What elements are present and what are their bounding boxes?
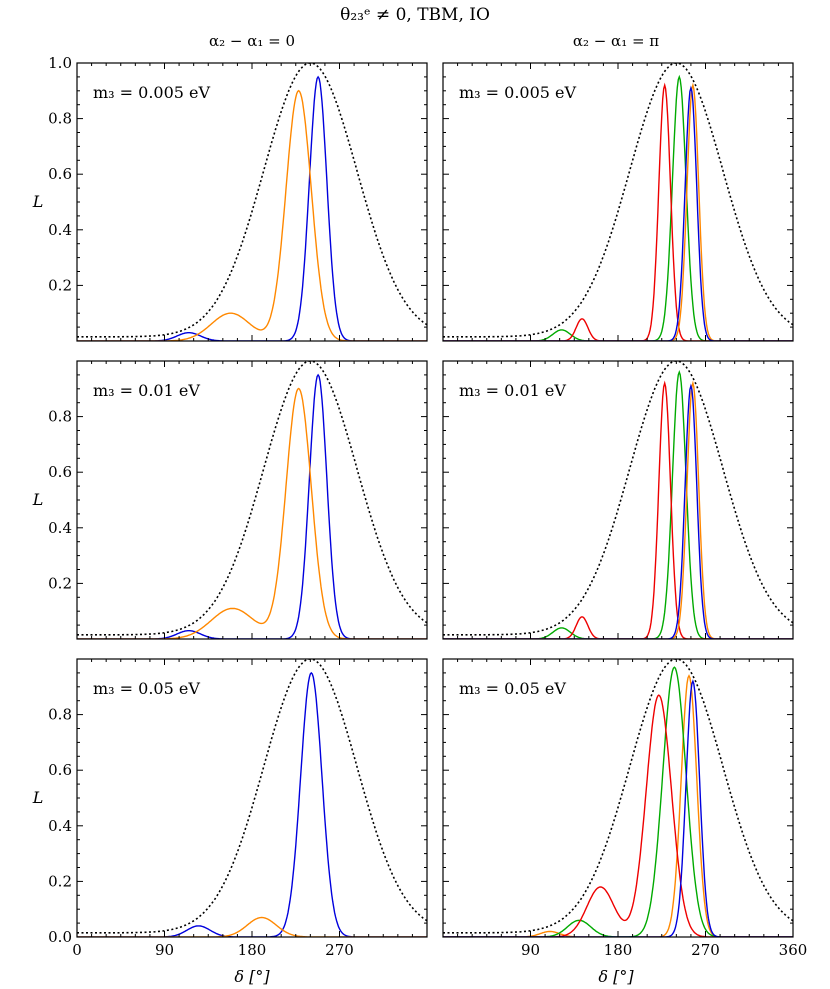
x-tick-label: 270 <box>325 941 354 959</box>
plot-frame <box>442 62 794 342</box>
y-tick-label: 0.6 <box>48 761 72 779</box>
col-title-right: α₂ − α₁ = π <box>573 32 659 50</box>
x-tick-label: 270 <box>691 941 720 959</box>
y-axis-label: L <box>32 192 44 211</box>
y-tick-label: 0.0 <box>48 928 72 946</box>
y-axis-label: L <box>32 788 44 807</box>
y-tick-label: 0.6 <box>48 165 72 183</box>
series-line-blue <box>443 85 793 341</box>
x-tick-label: 360 <box>779 941 808 959</box>
series-line-orange <box>443 380 793 639</box>
y-tick-label: 0.8 <box>48 110 72 128</box>
envelope-line <box>443 361 793 636</box>
x-tick-label: 180 <box>238 941 267 959</box>
mass-annotation: m₃ = 0.05 eV <box>93 679 200 698</box>
y-tick-label: 0.4 <box>48 519 72 537</box>
y-tick-label: 0.6 <box>48 463 72 481</box>
x-axis-label-right: δ [°] <box>598 967 634 986</box>
panels: 0.2 0.4 0.6 0.8 1.0 Lm₃ = 0.005 eV m₃ = 0.005 … <box>32 54 808 959</box>
envelope-line <box>443 659 793 934</box>
mass-annotation: m₃ = 0.05 eV <box>459 679 566 698</box>
col-title-left: α₂ − α₁ = 0 <box>209 32 295 50</box>
plot-frame <box>76 360 428 640</box>
plot-frame <box>76 658 428 938</box>
series-line-red <box>443 82 793 341</box>
mass-annotation: m₃ = 0.005 eV <box>459 83 577 102</box>
series-line-blue <box>77 373 427 639</box>
x-axis-label-left: δ [°] <box>234 967 270 986</box>
x-tick-label: 0 <box>72 941 82 959</box>
y-tick-label: 0.2 <box>48 574 72 592</box>
series-line-orange <box>77 89 427 341</box>
y-axis-label: L <box>32 490 44 509</box>
panel-0-0: 0.2 0.4 0.6 0.8 1.0 Lm₃ = 0.005 eV <box>32 54 428 342</box>
mass-annotation: m₃ = 0.01 eV <box>459 381 566 400</box>
series-line-orange <box>77 916 427 937</box>
y-tick-label: 1.0 <box>48 54 72 72</box>
main-title: θ₂₃ᵉ ≠ 0, TBM, IO <box>340 5 490 25</box>
series-line-blue <box>77 75 427 341</box>
y-tick-label: 0.2 <box>48 276 72 294</box>
y-tick-label: 0.8 <box>48 706 72 724</box>
panel-2-0: 0 90 180 270 0.0 0.2 0.4 0.6 0.8 Lm₃ = 0.05 eV <box>32 658 428 959</box>
plot-frame <box>442 658 794 938</box>
y-tick-label: 0.4 <box>48 817 72 835</box>
panel-2-1: 90 180 270 360 m₃ = 0.05 eV <box>442 658 808 959</box>
panel-1-1: m₃ = 0.01 eV <box>442 360 794 640</box>
y-tick-label: 0.8 <box>48 408 72 426</box>
y-tick-label: 0.2 <box>48 872 72 890</box>
mass-annotation: m₃ = 0.005 eV <box>93 83 211 102</box>
plot-frame <box>442 360 794 640</box>
series-line-orange <box>443 82 793 341</box>
envelope-line <box>77 361 427 636</box>
x-tick-label: 90 <box>155 941 174 959</box>
series-line-blue <box>443 679 793 937</box>
series-line-blue <box>77 671 427 937</box>
panel-0-1: m₃ = 0.005 eV <box>442 62 794 342</box>
x-tick-label: 180 <box>604 941 633 959</box>
plot-frame <box>76 62 428 342</box>
series-line-red <box>443 380 793 639</box>
mass-annotation: m₃ = 0.01 eV <box>93 381 200 400</box>
series-line-red <box>443 694 793 937</box>
envelope-line <box>77 63 427 338</box>
envelope-line <box>77 659 427 934</box>
panel-1-0: 0.2 0.4 0.6 0.8 Lm₃ = 0.01 eV <box>32 360 428 640</box>
series-line-green <box>443 369 793 639</box>
envelope-line <box>443 63 793 338</box>
series-line-green <box>443 74 793 341</box>
series-line-blue <box>443 383 793 639</box>
x-tick-label: 90 <box>521 941 540 959</box>
y-tick-label: 0.4 <box>48 221 72 239</box>
series-line-green <box>443 666 793 937</box>
series-line-orange <box>77 387 427 639</box>
